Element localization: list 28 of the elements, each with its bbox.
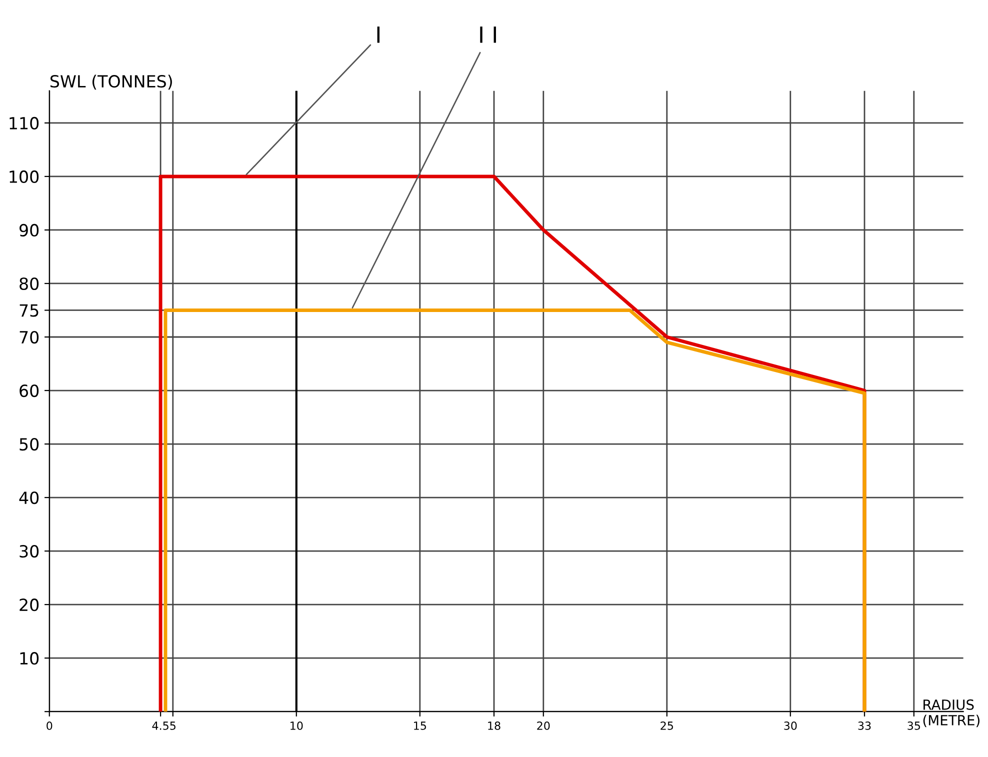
- y-axis-title: SWL (TONNES): [50, 74, 172, 90]
- y-tick-label: 30: [20, 545, 39, 558]
- y-tick-label: 40: [19, 491, 39, 504]
- x-tick-label: 20: [537, 722, 550, 730]
- y-tick-label: 80: [20, 277, 39, 290]
- y-tick-label: 10: [20, 652, 39, 665]
- y-tick-label: 100: [10, 170, 39, 184]
- x-tick-label: 4.5: [152, 722, 168, 730]
- text: I: [377, 26, 380, 43]
- x-tick-label: 25: [660, 722, 673, 730]
- y-tick-label: 50: [20, 438, 39, 451]
- y-tick-label: 90: [20, 224, 39, 237]
- y-tick-label: 70: [20, 330, 39, 344]
- x-tick-label: 30: [784, 722, 797, 730]
- y-tick-label: 20: [20, 598, 39, 612]
- x-tick-label: 18: [488, 722, 500, 730]
- line-series: [164, 308, 866, 712]
- y-tick-label: 110: [10, 116, 39, 130]
- x-tick-label: 33: [858, 722, 871, 730]
- x-tick-label: 0: [46, 722, 52, 730]
- x-tick-label: 5: [170, 722, 176, 730]
- x-tick-label: 35: [908, 722, 920, 730]
- text: I I: [480, 26, 496, 43]
- x-tick-label: 10: [290, 722, 303, 730]
- x-axis-title: RADIUS (METRE): [923, 699, 980, 728]
- y-tick-label: 75: [20, 304, 38, 317]
- x-tick-label: 15: [414, 722, 426, 730]
- y-tick-label: 60: [20, 384, 39, 398]
